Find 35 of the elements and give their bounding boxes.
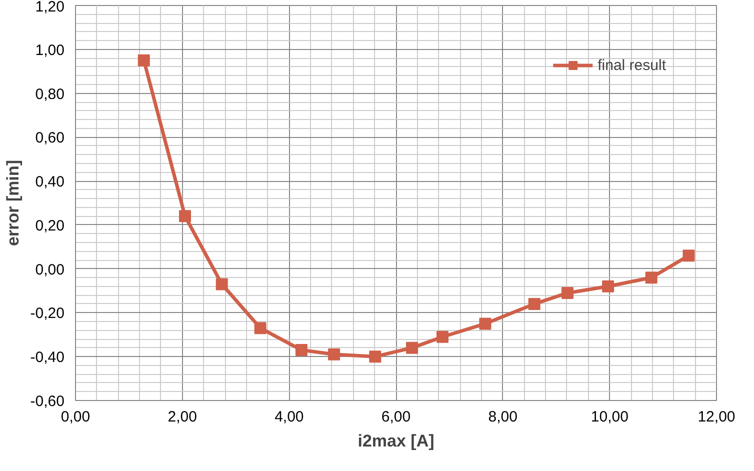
y-tick-label: 0,40 xyxy=(35,174,65,191)
y-tick-label: 0,80 xyxy=(35,86,65,103)
y-axis-title: error [min] xyxy=(3,160,22,246)
point xyxy=(479,318,492,330)
y-tick-label: -0,20 xyxy=(30,305,65,322)
point xyxy=(528,298,540,310)
x-axis-title: i2max [A] xyxy=(358,432,434,450)
point xyxy=(645,272,658,284)
point xyxy=(561,286,574,299)
x-tick-label: 4,00 xyxy=(274,408,304,426)
point xyxy=(328,348,340,360)
y-tick-label: 0,20 xyxy=(35,217,65,234)
point xyxy=(179,210,192,222)
y-tick-label: 1,20 xyxy=(35,0,65,16)
x-tick-label: 10,00 xyxy=(590,408,628,426)
point xyxy=(216,278,228,290)
point xyxy=(406,342,418,354)
y-tick-label: 1,00 xyxy=(35,42,65,59)
point xyxy=(682,250,695,262)
x-tick-label: 2,00 xyxy=(168,408,197,426)
x-tick-label: 12,00 xyxy=(698,408,736,426)
point xyxy=(436,330,448,343)
x-tick-label: 6,00 xyxy=(381,408,411,426)
y-tick-label: -0,60 xyxy=(30,393,65,410)
point xyxy=(295,344,308,356)
point xyxy=(138,54,150,66)
point xyxy=(369,350,382,363)
point xyxy=(602,280,614,292)
legend-label: final result xyxy=(598,56,666,74)
point xyxy=(254,322,266,334)
y-tick-label: 0,00 xyxy=(35,261,65,278)
y-tick-label: -0,40 xyxy=(30,349,65,366)
y-tick-label: 0,60 xyxy=(35,130,65,147)
x-tick-label: 0,00 xyxy=(60,408,90,426)
x-tick-label: 8,00 xyxy=(488,408,518,426)
